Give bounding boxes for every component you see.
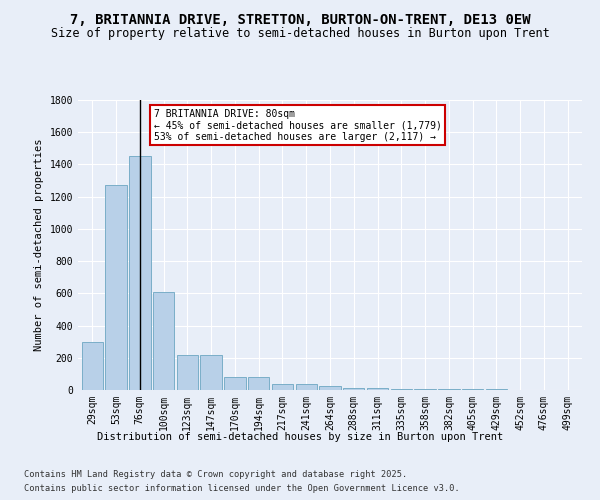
Bar bbox=[438, 389, 460, 390]
Bar bbox=[200, 354, 222, 390]
Bar bbox=[153, 292, 174, 390]
Y-axis label: Number of semi-detached properties: Number of semi-detached properties bbox=[34, 138, 44, 352]
Bar bbox=[415, 389, 436, 390]
Bar bbox=[367, 388, 388, 390]
Text: 7 BRITANNIA DRIVE: 80sqm
← 45% of semi-detached houses are smaller (1,779)
53% o: 7 BRITANNIA DRIVE: 80sqm ← 45% of semi-d… bbox=[154, 108, 442, 142]
Bar bbox=[343, 388, 364, 390]
Bar bbox=[272, 384, 293, 390]
Bar bbox=[82, 342, 103, 390]
Text: 7, BRITANNIA DRIVE, STRETTON, BURTON-ON-TRENT, DE13 0EW: 7, BRITANNIA DRIVE, STRETTON, BURTON-ON-… bbox=[70, 12, 530, 26]
Text: Contains public sector information licensed under the Open Government Licence v3: Contains public sector information licen… bbox=[24, 484, 460, 493]
Bar bbox=[224, 377, 245, 390]
Bar bbox=[129, 156, 151, 390]
Bar bbox=[176, 354, 198, 390]
Text: Distribution of semi-detached houses by size in Burton upon Trent: Distribution of semi-detached houses by … bbox=[97, 432, 503, 442]
Bar bbox=[462, 389, 484, 390]
Text: Size of property relative to semi-detached houses in Burton upon Trent: Size of property relative to semi-detach… bbox=[50, 28, 550, 40]
Bar bbox=[391, 389, 412, 390]
Bar bbox=[486, 389, 507, 390]
Text: Contains HM Land Registry data © Crown copyright and database right 2025.: Contains HM Land Registry data © Crown c… bbox=[24, 470, 407, 479]
Bar bbox=[248, 377, 269, 390]
Bar bbox=[106, 186, 127, 390]
Bar bbox=[319, 386, 341, 390]
Bar bbox=[296, 384, 317, 390]
